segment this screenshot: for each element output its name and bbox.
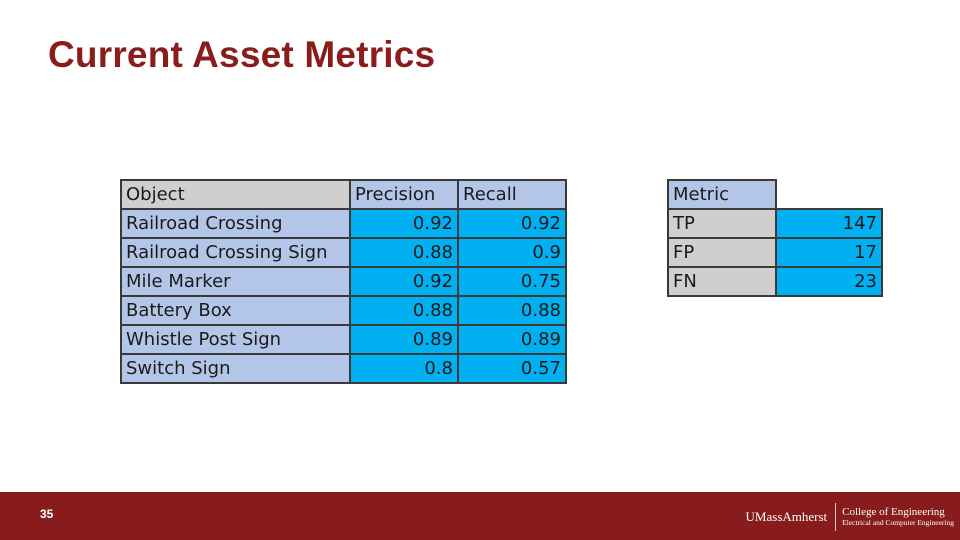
university-logo: UMassAmherst College of Engineering Elec… xyxy=(746,502,954,532)
object-name-cell: Railroad Crossing xyxy=(120,208,351,239)
precision-cell: 0.88 xyxy=(349,295,459,326)
object-name-cell: Railroad Crossing Sign xyxy=(120,237,351,268)
footer-bar: 35 UMassAmherst College of Engineering E… xyxy=(0,492,960,540)
recall-cell: 0.89 xyxy=(457,324,567,355)
recall-cell: 0.75 xyxy=(457,266,567,297)
logo-divider xyxy=(835,503,837,531)
object-name-cell: Whistle Post Sign xyxy=(120,324,351,355)
college-block: College of Engineering Electrical and Co… xyxy=(836,506,954,527)
precision-cell: 0.89 xyxy=(349,324,459,355)
column-header-precision: Precision xyxy=(349,179,459,210)
college-name: College of Engineering xyxy=(842,506,945,519)
table-header-row: Metric xyxy=(667,179,882,210)
metric-name-cell: FN xyxy=(667,266,777,297)
recall-cell: 0.9 xyxy=(457,237,567,268)
metric-value-cell: 147 xyxy=(775,208,883,239)
table-row: FP 17 xyxy=(667,237,883,268)
column-header-object: Object xyxy=(120,179,351,210)
metric-name-cell: TP xyxy=(667,208,777,239)
table-row: Battery Box 0.88 0.88 xyxy=(120,295,567,326)
precision-cell: 0.88 xyxy=(349,237,459,268)
precision-cell: 0.92 xyxy=(349,208,459,239)
table-row: Railroad Crossing 0.92 0.92 xyxy=(120,208,567,239)
department-name: Electrical and Computer Engineering xyxy=(842,518,954,527)
recall-cell: 0.92 xyxy=(457,208,567,239)
table-row: Mile Marker 0.92 0.75 xyxy=(120,266,567,297)
recall-cell: 0.88 xyxy=(457,295,567,326)
slide-title: Current Asset Metrics xyxy=(48,34,436,75)
precision-cell: 0.92 xyxy=(349,266,459,297)
column-header-recall: Recall xyxy=(457,179,567,210)
page-number: 35 xyxy=(40,507,54,521)
column-header-metric: Metric xyxy=(667,179,777,210)
table-row: Railroad Crossing Sign 0.88 0.9 xyxy=(120,237,567,268)
empty-header-cell xyxy=(776,180,882,209)
table-row: FN 23 xyxy=(667,266,883,297)
table-row: Switch Sign 0.8 0.57 xyxy=(120,353,567,384)
precision-cell: 0.8 xyxy=(349,353,459,384)
metric-name-cell: FP xyxy=(667,237,777,268)
object-name-cell: Battery Box xyxy=(120,295,351,326)
precision-recall-table: Object Precision Recall Railroad Crossin… xyxy=(120,179,567,384)
table-row: TP 147 xyxy=(667,208,883,239)
object-name-cell: Switch Sign xyxy=(120,353,351,384)
recall-cell: 0.57 xyxy=(457,353,567,384)
detection-counts-table: Metric TP 147 FP 17 FN 23 xyxy=(667,179,883,297)
table-row: Whistle Post Sign 0.89 0.89 xyxy=(120,324,567,355)
university-name: UMassAmherst xyxy=(745,509,828,524)
table-header-row: Object Precision Recall xyxy=(120,179,567,210)
metric-value-cell: 23 xyxy=(775,266,883,297)
object-name-cell: Mile Marker xyxy=(120,266,351,297)
metric-value-cell: 17 xyxy=(775,237,883,268)
